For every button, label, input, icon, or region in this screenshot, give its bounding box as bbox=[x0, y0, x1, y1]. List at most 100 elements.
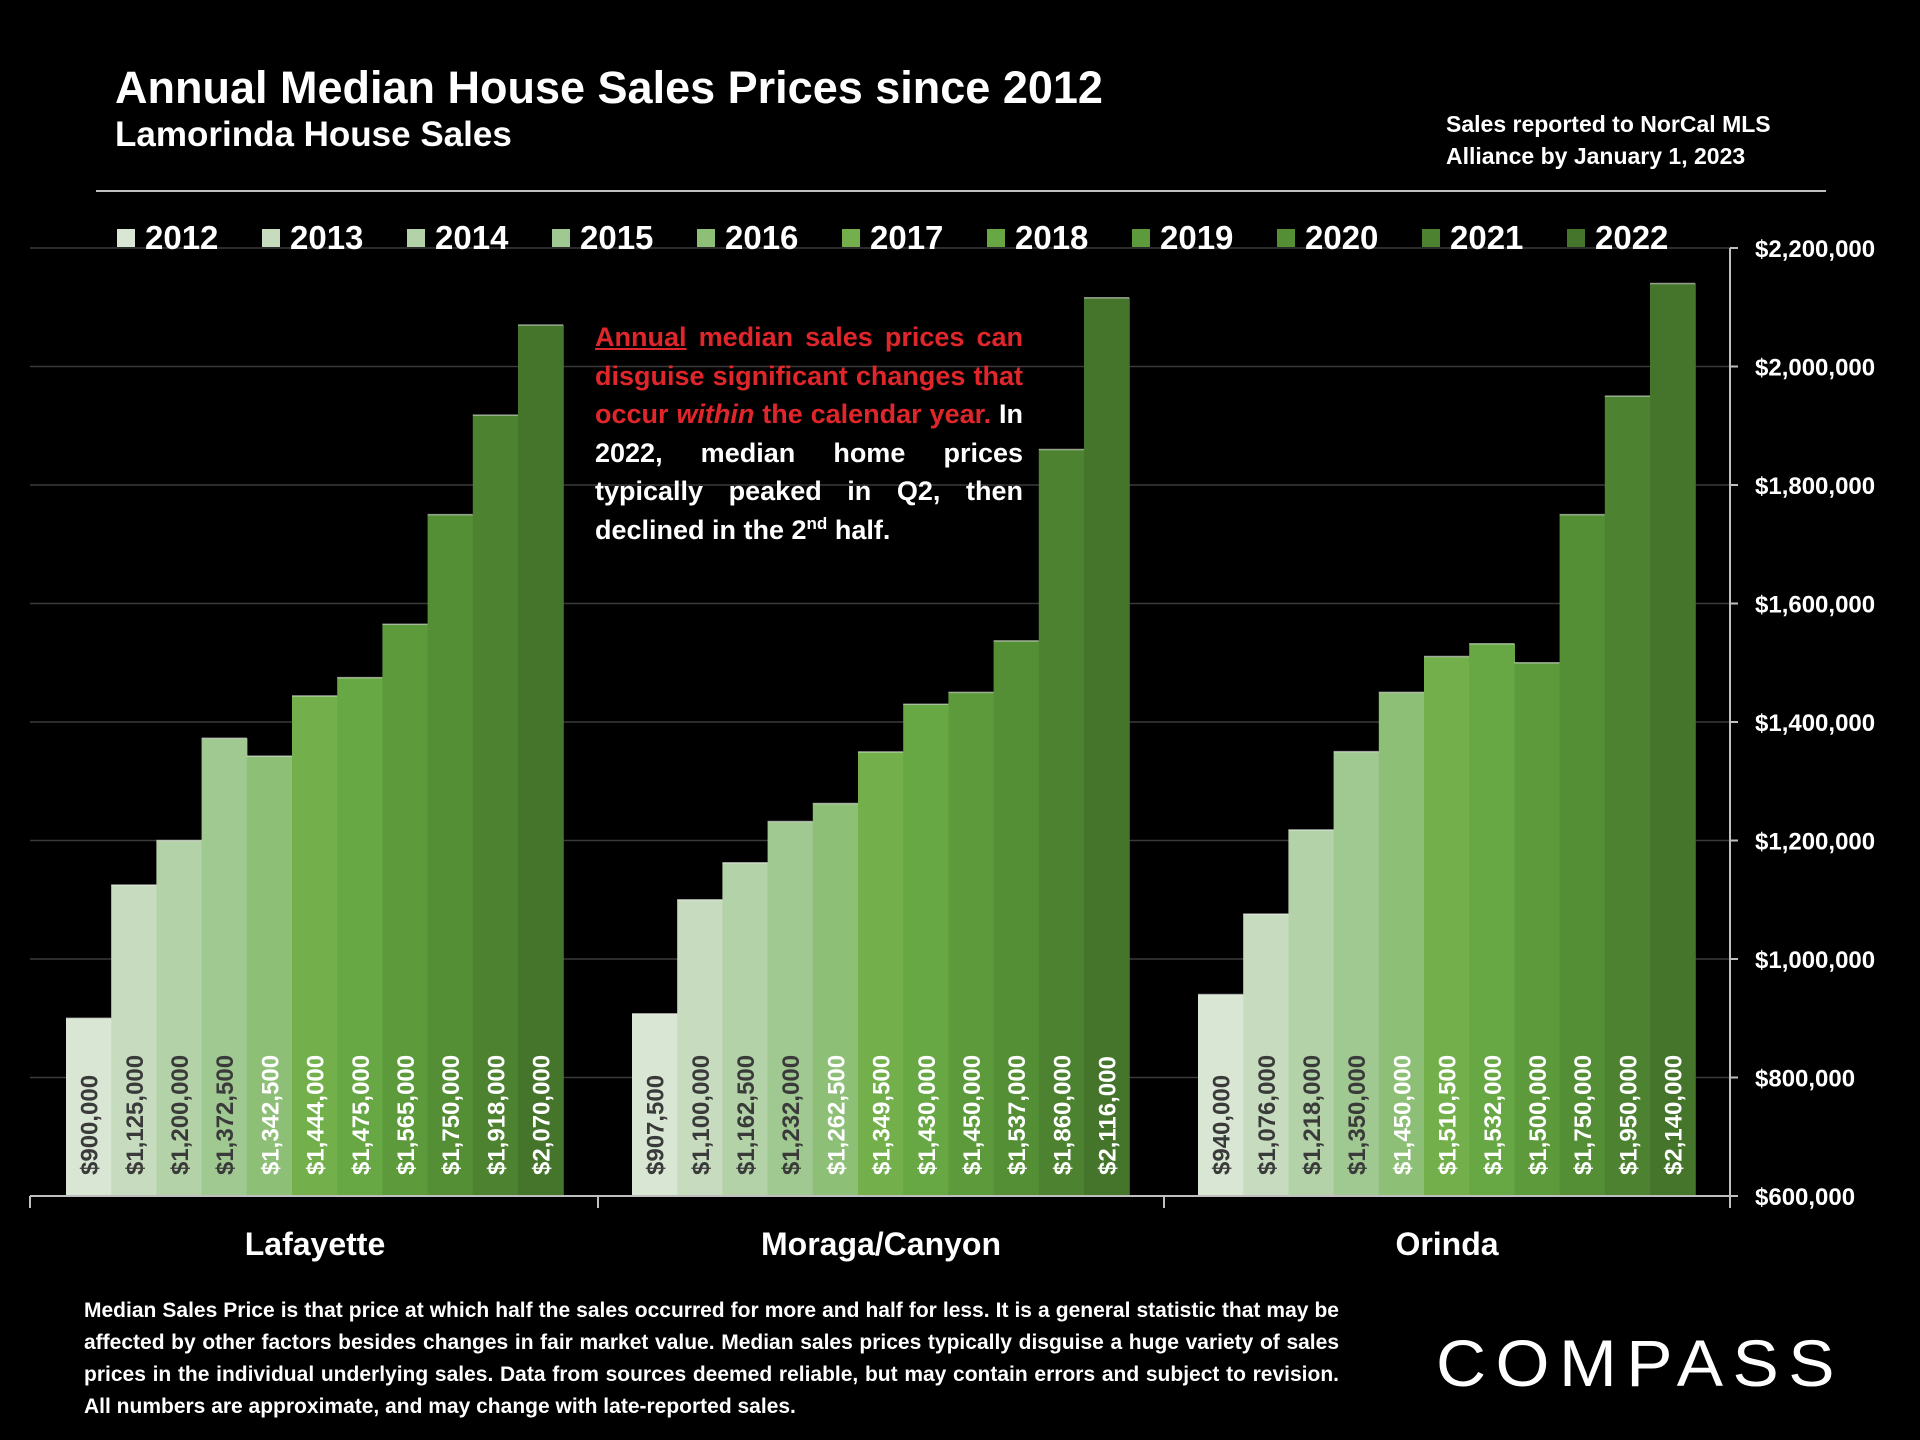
legend-swatch bbox=[842, 229, 860, 247]
source-note-line-1: Sales reported to NorCal MLS bbox=[1446, 111, 1771, 137]
bar bbox=[66, 1018, 112, 1196]
bar-value-label: $1,100,000 bbox=[688, 1055, 715, 1175]
bar bbox=[201, 738, 248, 1196]
axes: $600,000 $800,000 $1,000,000 $1,200,000 $1,4… bbox=[29, 236, 1875, 1262]
bar bbox=[1559, 514, 1606, 1196]
annotation-red-text-1: median sales prices can disguise signifi… bbox=[595, 322, 1023, 429]
bar bbox=[156, 840, 203, 1196]
bar-value-label: $1,349,500 bbox=[869, 1055, 896, 1175]
source-note-line-2: Alliance by January 1, 2023 bbox=[1446, 143, 1746, 169]
bar-value-label: $1,125,000 bbox=[122, 1055, 149, 1175]
bar-value-label: $1,372,500 bbox=[212, 1055, 239, 1175]
bar bbox=[1084, 297, 1130, 1196]
y-tick-label: $2,200,000 bbox=[1755, 236, 1875, 263]
bar bbox=[111, 884, 157, 1196]
legend-swatch bbox=[1422, 229, 1440, 247]
bar bbox=[677, 899, 723, 1196]
bar-value-label: $1,475,000 bbox=[348, 1055, 375, 1175]
bar bbox=[337, 677, 383, 1196]
legend-swatch bbox=[117, 229, 135, 247]
header-divider bbox=[96, 190, 1826, 192]
bar-chart: $900,000 $1,125,000 $1,200,000 $1,372,500 $1… bbox=[29, 219, 1875, 1262]
compass-logo-text: COMPASS bbox=[1436, 1326, 1844, 1398]
bar-value-label: $1,510,500 bbox=[1435, 1055, 1462, 1175]
legend-label: 2012 bbox=[145, 219, 218, 256]
bar-value-label: $1,450,000 bbox=[959, 1055, 986, 1175]
legend-swatch bbox=[987, 229, 1005, 247]
x-category-label: Orinda bbox=[1395, 1226, 1498, 1262]
legend-label: 2021 bbox=[1450, 219, 1523, 256]
annotation-red-italic: within bbox=[676, 399, 755, 429]
bar bbox=[1424, 656, 1470, 1196]
bar bbox=[1243, 913, 1289, 1196]
bar bbox=[948, 692, 995, 1196]
bar-value-label: $1,342,500 bbox=[257, 1055, 284, 1175]
annotation-red-underlined: Annual bbox=[595, 322, 687, 352]
bar-value-label: $1,950,000 bbox=[1615, 1055, 1642, 1175]
bar-value-label: $1,232,000 bbox=[778, 1055, 805, 1175]
annotation-white-text-1: In 2022, median home prices typically pe… bbox=[595, 399, 1024, 545]
bar bbox=[292, 695, 338, 1196]
bar bbox=[1038, 449, 1085, 1196]
bar bbox=[1288, 829, 1335, 1196]
y-tick-label: $2,000,000 bbox=[1755, 355, 1875, 382]
y-tick-label: $600,000 bbox=[1755, 1184, 1855, 1211]
legend-label: 2019 bbox=[1160, 219, 1233, 256]
legend-swatch bbox=[1277, 229, 1295, 247]
annotation-red-text-2: the calendar year. bbox=[754, 399, 992, 429]
bar-value-label: $1,537,000 bbox=[1004, 1055, 1031, 1175]
chart-subtitle: Lamorinda House Sales bbox=[115, 115, 512, 154]
bar bbox=[1378, 692, 1425, 1196]
chart-title: Annual Median House Sales Prices since 2… bbox=[115, 62, 1103, 113]
bar bbox=[722, 862, 769, 1196]
bar bbox=[1198, 994, 1244, 1196]
bar bbox=[518, 325, 564, 1196]
legend-swatch bbox=[1567, 229, 1585, 247]
y-tick-label: $800,000 bbox=[1755, 1066, 1855, 1093]
source-note: Sales reported to NorCal MLS Alliance by… bbox=[1446, 108, 1771, 172]
bar bbox=[1333, 751, 1380, 1196]
bar-value-label: $1,350,000 bbox=[1344, 1055, 1371, 1175]
bar bbox=[767, 821, 814, 1196]
legend-label: 2014 bbox=[435, 219, 509, 256]
bar-value-label: $1,218,000 bbox=[1299, 1055, 1326, 1175]
bar bbox=[632, 1013, 678, 1196]
legend-label: 2018 bbox=[1015, 219, 1088, 256]
y-tick-label: $1,400,000 bbox=[1755, 710, 1875, 737]
bar bbox=[812, 803, 859, 1196]
bar-value-label: $1,750,000 bbox=[1570, 1055, 1597, 1175]
bar-value-label: $2,140,000 bbox=[1661, 1055, 1688, 1175]
bar bbox=[858, 751, 904, 1196]
legend-label: 2015 bbox=[580, 219, 653, 256]
footnote: Median Sales Price is that price at whic… bbox=[84, 1299, 1339, 1418]
bar bbox=[472, 415, 519, 1197]
annotation-callout: Annual median sales prices can disguise … bbox=[595, 318, 1023, 549]
legend-label: 2016 bbox=[725, 219, 798, 256]
bar-value-label: $1,262,500 bbox=[823, 1055, 850, 1175]
bar-value-label: $1,076,000 bbox=[1254, 1055, 1281, 1175]
bar-value-label: $1,860,000 bbox=[1049, 1055, 1076, 1175]
bar bbox=[1469, 643, 1515, 1196]
legend-swatch bbox=[697, 229, 715, 247]
legend-label: 2022 bbox=[1595, 219, 1668, 256]
bar bbox=[1650, 283, 1696, 1196]
bar-value-label: $1,532,000 bbox=[1480, 1055, 1507, 1175]
bar bbox=[903, 704, 949, 1196]
annotation-superscript: nd bbox=[806, 513, 828, 533]
bar bbox=[427, 514, 474, 1196]
y-tick-label: $1,600,000 bbox=[1755, 592, 1875, 619]
bar bbox=[1604, 396, 1651, 1196]
bar-value-label: $1,918,000 bbox=[483, 1055, 510, 1175]
y-tick-label: $1,200,000 bbox=[1755, 829, 1875, 856]
bar-value-label: $1,430,000 bbox=[914, 1055, 941, 1175]
legend-swatch bbox=[552, 229, 570, 247]
bar-value-label: $900,000 bbox=[77, 1075, 104, 1175]
legend-swatch bbox=[262, 229, 280, 247]
bar bbox=[1514, 662, 1561, 1196]
annotation-white-text-2: half. bbox=[827, 514, 891, 545]
x-category-label: Lafayette bbox=[245, 1226, 386, 1262]
bar bbox=[993, 640, 1040, 1196]
bar-value-label: $1,750,000 bbox=[438, 1055, 465, 1175]
bar-value-label: $2,070,000 bbox=[529, 1055, 556, 1175]
legend-label: 2013 bbox=[290, 219, 363, 256]
